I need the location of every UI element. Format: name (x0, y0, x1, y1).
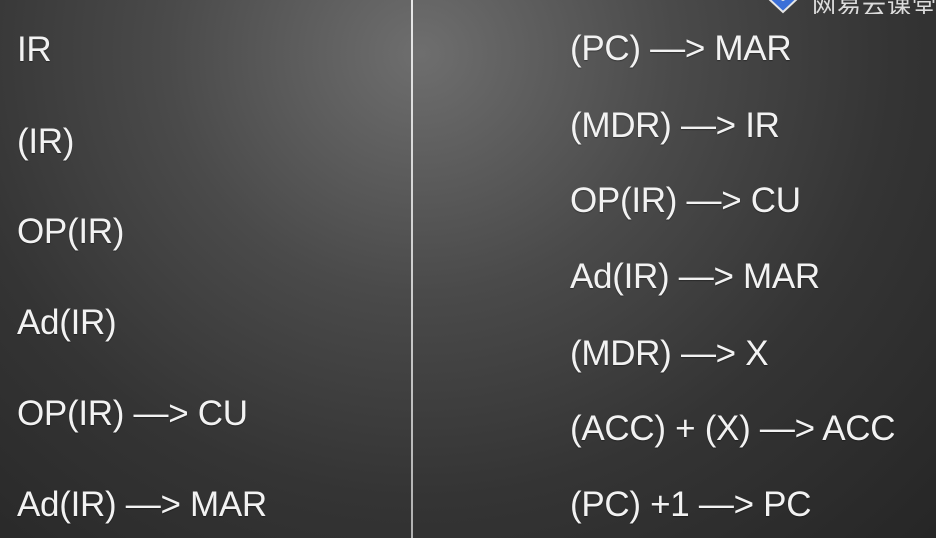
right-line-6: (ACC) + (X) —> ACC (570, 409, 896, 448)
left-line-3: OP(IR) (17, 212, 125, 251)
watermark-text: 网易云课堂 (812, 0, 936, 14)
right-line-3: OP(IR) —> CU (570, 181, 801, 220)
right-line-1: (PC) —> MAR (570, 29, 792, 68)
left-line-4: Ad(IR) (17, 303, 117, 342)
right-line-2: (MDR) —> IR (570, 106, 780, 145)
watermark-logo: 网易云课堂 (766, 0, 936, 14)
left-line-5: OP(IR) —> CU (17, 394, 248, 433)
left-line-6: Ad(IR) —> MAR (17, 485, 267, 524)
right-line-5: (MDR) —> X (570, 334, 769, 373)
shield-logo-icon (768, 0, 798, 14)
left-line-1: IR (17, 30, 52, 69)
left-line-2: (IR) (17, 122, 75, 161)
right-line-4: Ad(IR) —> MAR (570, 257, 820, 296)
right-line-7: (PC) +1 —> PC (570, 485, 812, 524)
column-divider (411, 0, 413, 538)
